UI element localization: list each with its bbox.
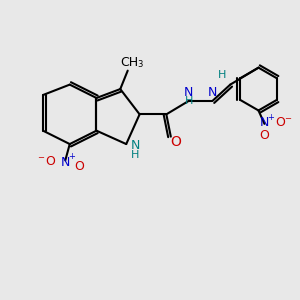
Text: CH: CH	[120, 56, 138, 69]
Text: N: N	[130, 139, 140, 152]
Text: +: +	[268, 113, 274, 122]
Text: N: N	[184, 85, 193, 98]
Text: H: H	[218, 70, 226, 80]
Text: −: −	[284, 114, 291, 123]
Text: O: O	[171, 135, 182, 149]
Text: H: H	[184, 96, 193, 106]
Text: −: −	[38, 154, 44, 163]
Text: N: N	[208, 86, 217, 99]
Text: N: N	[260, 116, 269, 129]
Text: O: O	[275, 116, 285, 129]
Text: O: O	[260, 129, 269, 142]
Text: N: N	[61, 156, 70, 169]
Text: +: +	[68, 152, 75, 161]
Text: O: O	[45, 155, 55, 168]
Text: O: O	[75, 160, 85, 173]
Text: H: H	[131, 150, 139, 160]
Text: 3: 3	[137, 60, 143, 69]
